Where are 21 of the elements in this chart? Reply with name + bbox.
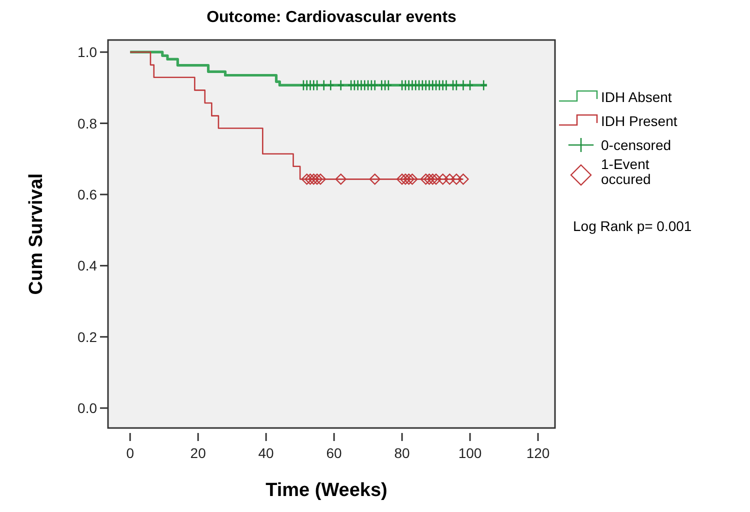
legend-label: IDH Present: [601, 113, 678, 129]
chart-title: Outcome: Cardiovascular events: [206, 9, 457, 26]
y-axis-title: Cum Survival: [26, 173, 47, 295]
legend-label: 0-censored: [601, 137, 672, 153]
legend-label: 1-Event occured: [601, 156, 651, 187]
x-axis-title: Time (Weeks): [266, 480, 388, 501]
x-tick-label: 40: [258, 445, 274, 461]
x-tick-label: 80: [394, 445, 410, 461]
y-tick-label: 0.4: [78, 258, 98, 274]
y-tick-label: 1.0: [78, 44, 98, 60]
y-tick-label: 0.8: [78, 115, 98, 132]
legend-label: IDH Absent: [601, 89, 672, 105]
y-tick-label: 0.0: [78, 400, 98, 416]
text: Log Rank p= 0.001: [573, 218, 692, 234]
x-tick-label: 100: [458, 445, 482, 461]
y-tick-label: 0.2: [78, 328, 98, 345]
x-tick-label: 20: [190, 445, 206, 461]
x-tick-label: 0: [126, 445, 134, 461]
x-tick-label: 120: [526, 445, 550, 461]
y-tick-label: 0.6: [78, 186, 98, 202]
x-tick-label: 60: [326, 445, 342, 461]
